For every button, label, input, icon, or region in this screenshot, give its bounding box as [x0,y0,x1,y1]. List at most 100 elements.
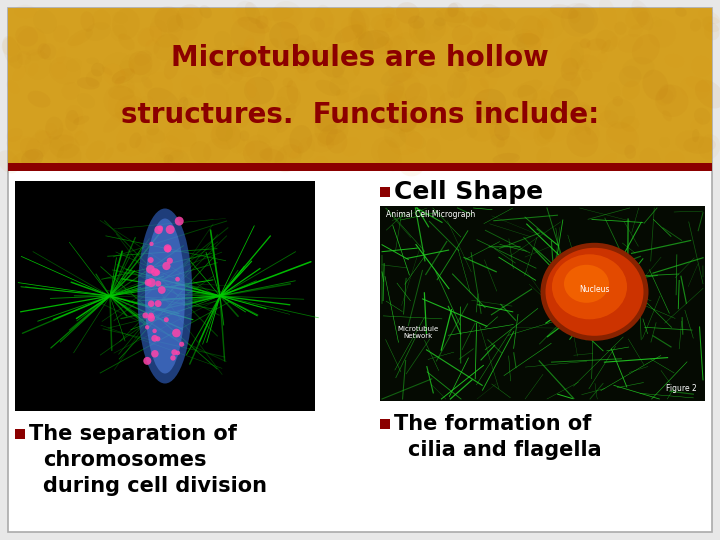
Ellipse shape [66,110,79,131]
Ellipse shape [326,46,336,59]
Ellipse shape [199,104,228,127]
Ellipse shape [181,75,202,94]
Ellipse shape [176,4,202,30]
Ellipse shape [112,68,135,84]
Text: structures.  Functions include:: structures. Functions include: [121,101,599,129]
Ellipse shape [575,120,600,145]
Ellipse shape [57,144,81,169]
Ellipse shape [518,85,537,103]
Ellipse shape [295,66,309,80]
Ellipse shape [351,9,366,39]
Ellipse shape [456,58,477,72]
Ellipse shape [91,63,104,76]
Ellipse shape [155,6,181,33]
Ellipse shape [228,48,254,74]
Circle shape [171,349,177,355]
Ellipse shape [17,51,31,65]
Ellipse shape [118,33,135,50]
Ellipse shape [570,77,581,86]
Ellipse shape [263,6,294,21]
Ellipse shape [536,147,551,164]
Ellipse shape [540,113,570,142]
Ellipse shape [269,22,299,50]
Circle shape [163,244,171,252]
Ellipse shape [93,10,111,30]
Ellipse shape [12,150,39,164]
Ellipse shape [138,208,192,383]
Bar [380,206,705,401]
Ellipse shape [190,141,212,163]
Bar [15,181,315,411]
Ellipse shape [15,26,38,46]
Circle shape [153,329,157,333]
Ellipse shape [274,144,302,172]
Ellipse shape [262,38,279,58]
Ellipse shape [261,68,278,81]
Ellipse shape [384,73,420,106]
Ellipse shape [690,118,703,130]
Ellipse shape [499,18,516,31]
Ellipse shape [573,102,590,120]
Ellipse shape [264,49,279,56]
Ellipse shape [236,115,248,127]
Circle shape [154,269,160,275]
Ellipse shape [70,33,86,48]
Ellipse shape [348,9,369,33]
Circle shape [148,300,155,307]
Ellipse shape [387,85,406,105]
Ellipse shape [665,151,685,171]
Text: Cell Shape: Cell Shape [394,180,543,204]
Ellipse shape [289,125,312,153]
Ellipse shape [256,16,269,29]
Ellipse shape [512,33,539,48]
Ellipse shape [397,149,426,177]
Ellipse shape [662,110,672,122]
Ellipse shape [108,86,135,100]
Ellipse shape [335,24,364,43]
Ellipse shape [515,15,544,45]
Ellipse shape [585,123,591,135]
Circle shape [158,226,163,231]
Ellipse shape [587,38,606,51]
Ellipse shape [576,60,588,72]
Ellipse shape [465,53,476,64]
Ellipse shape [314,156,328,168]
Ellipse shape [412,102,431,131]
Ellipse shape [210,55,228,72]
Ellipse shape [230,47,263,77]
Circle shape [148,257,153,263]
Ellipse shape [552,254,627,319]
Ellipse shape [467,107,496,141]
Circle shape [156,281,161,287]
Circle shape [143,313,148,319]
Ellipse shape [73,116,89,125]
Ellipse shape [637,11,650,25]
Ellipse shape [180,107,192,130]
Ellipse shape [452,25,472,45]
Circle shape [151,268,159,276]
Circle shape [175,217,184,226]
Ellipse shape [694,108,711,125]
Ellipse shape [310,17,325,32]
Ellipse shape [550,4,579,19]
Ellipse shape [683,136,716,154]
Text: Microtubule
Network: Microtubule Network [397,326,438,339]
Text: during cell division: during cell division [43,476,267,496]
Ellipse shape [276,85,301,111]
Circle shape [179,342,184,347]
Ellipse shape [117,143,127,152]
Circle shape [147,278,156,287]
Ellipse shape [704,23,719,40]
Circle shape [176,350,180,355]
Ellipse shape [27,91,50,107]
Ellipse shape [655,85,688,117]
Ellipse shape [245,2,261,24]
Ellipse shape [297,61,309,73]
Ellipse shape [665,54,684,68]
Ellipse shape [336,89,349,102]
Circle shape [146,265,155,274]
Ellipse shape [550,89,578,115]
Ellipse shape [494,122,510,140]
Ellipse shape [238,17,270,33]
Ellipse shape [37,43,51,59]
